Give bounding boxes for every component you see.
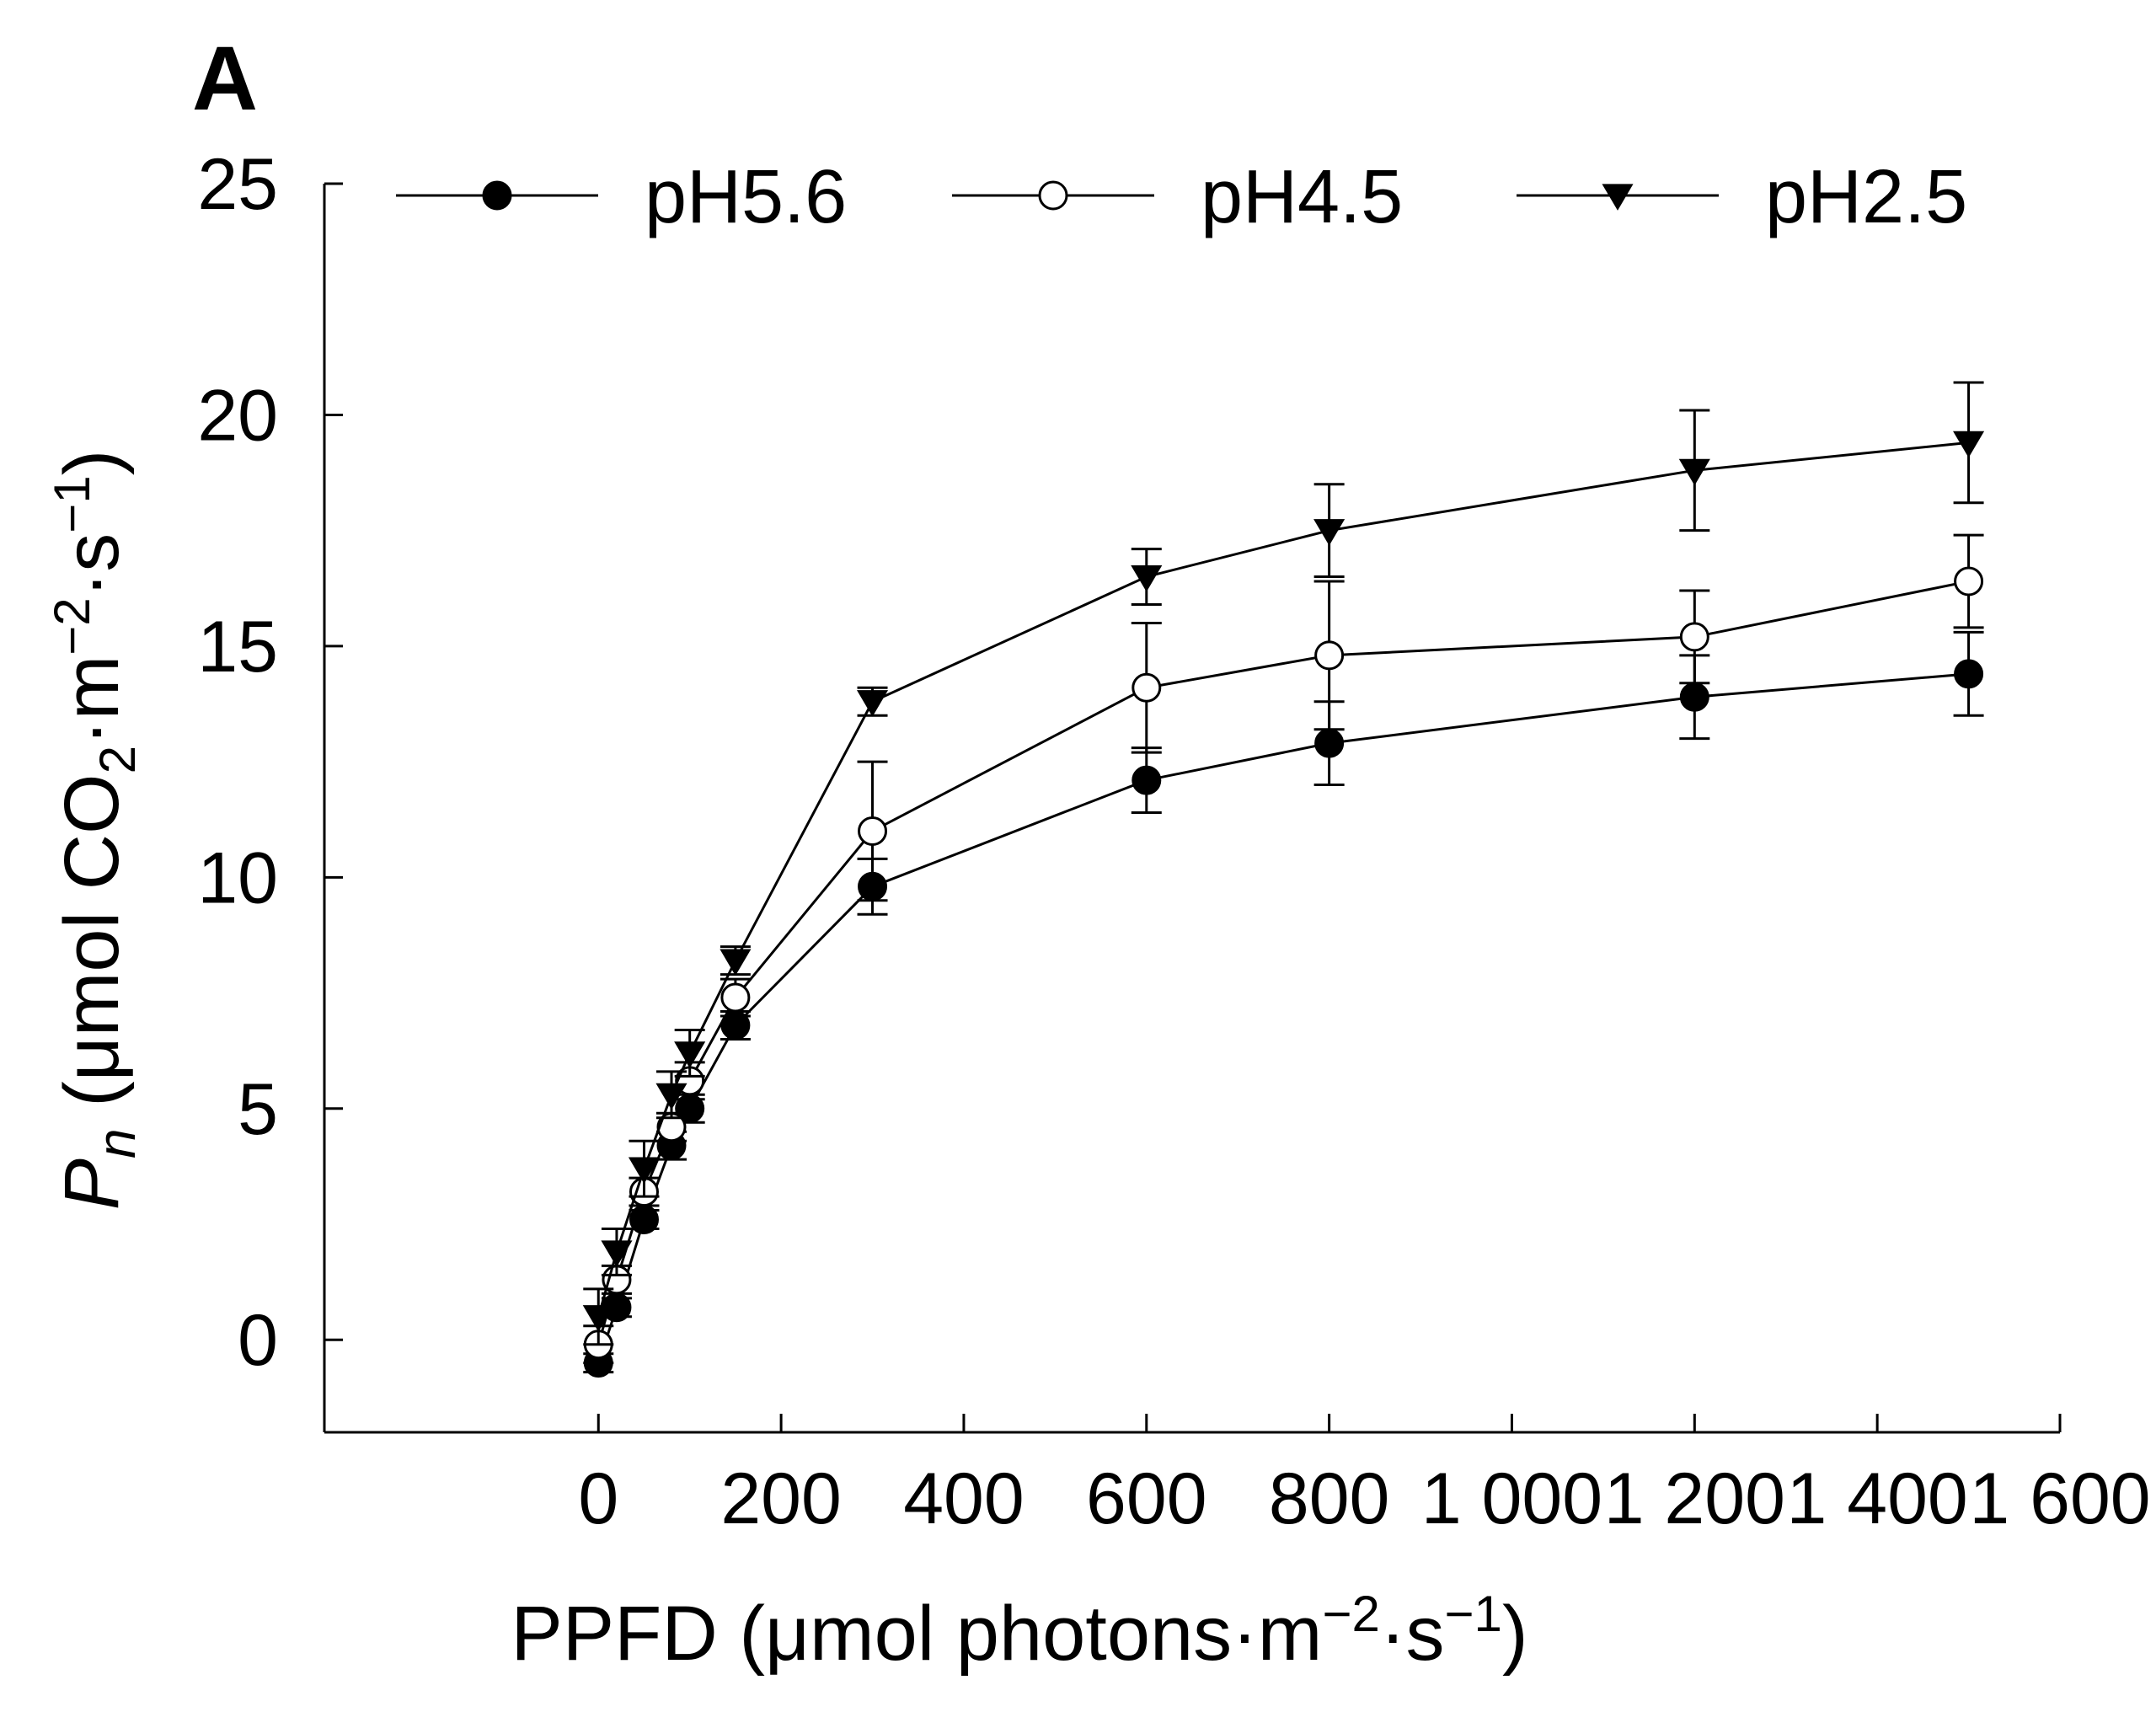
legend-marker xyxy=(1038,180,1068,211)
legend-marker xyxy=(482,180,512,211)
x-tick-label: 600 xyxy=(1086,1458,1207,1539)
series-pH5.6 xyxy=(583,630,1984,1378)
data-point xyxy=(628,1157,661,1185)
data-point xyxy=(720,982,751,1013)
data-point xyxy=(720,949,752,976)
x-tick-label: 800 xyxy=(1269,1458,1390,1539)
y-axis-label: Pn (μmol CO2·m−2·s−1) xyxy=(44,450,147,1211)
y-tick-label: 15 xyxy=(197,607,278,687)
legend-item-pH5.6: pH5.6 xyxy=(396,155,847,239)
series-pH4.5 xyxy=(583,533,1984,1365)
x-tick-label: 1 400 xyxy=(1787,1458,1968,1539)
data-point xyxy=(655,1083,687,1110)
x-axis-ticks: 0 200 400 600 800 1 000 1 200 1 400 1 600 xyxy=(578,1414,2151,1539)
data-point xyxy=(1131,672,1162,703)
series-line xyxy=(597,672,1969,1364)
panel-label: A xyxy=(192,27,258,129)
x-axis-label: PPFD (μmol photons·m−2·s−1) xyxy=(511,1586,1527,1677)
data-point xyxy=(1953,431,1985,458)
legend: pH5.6 pH4.5 pH2.5 xyxy=(396,155,1967,239)
data-point xyxy=(601,1240,633,1267)
series-line xyxy=(597,580,1969,1346)
x-tick-label: 1 000 xyxy=(1421,1458,1602,1539)
legend-label: pH2.5 xyxy=(1765,155,1967,239)
data-point xyxy=(856,690,889,717)
data-point xyxy=(582,1305,614,1332)
legend-marker xyxy=(1602,184,1634,211)
data-point xyxy=(1314,640,1345,671)
x-tick-label: 400 xyxy=(903,1458,1025,1539)
x-tick-label: 1 200 xyxy=(1604,1458,1785,1539)
data-point xyxy=(1954,659,1984,689)
series-layer xyxy=(582,381,1985,1378)
data-point xyxy=(1954,566,1984,597)
y-tick-label: 10 xyxy=(197,837,278,918)
data-point xyxy=(1679,622,1709,652)
legend-label: pH5.6 xyxy=(645,155,847,239)
data-point xyxy=(1313,519,1345,546)
data-point xyxy=(1314,728,1345,758)
legend-item-pH2.5: pH2.5 xyxy=(1517,155,1967,239)
data-point xyxy=(858,816,888,846)
series-pH2.5 xyxy=(582,381,1985,1346)
x-tick-label: 1 600 xyxy=(1969,1458,2150,1539)
data-point xyxy=(1131,564,1163,592)
x-tick-label: 200 xyxy=(720,1458,842,1539)
series-line xyxy=(597,441,1969,1318)
data-point xyxy=(1679,682,1709,712)
axes xyxy=(323,184,2060,1434)
data-point xyxy=(674,1041,706,1068)
y-tick-label: 20 xyxy=(197,375,278,456)
y-tick-label: 0 xyxy=(238,1300,278,1381)
legend-label: pH4.5 xyxy=(1201,155,1403,239)
y-axis-ticks: 0 5 10 15 20 25 xyxy=(197,144,343,1381)
y-tick-label: 25 xyxy=(197,144,278,225)
data-point xyxy=(1678,458,1710,486)
data-point xyxy=(1131,765,1162,795)
x-tick-label: 0 xyxy=(578,1458,618,1539)
y-tick-label: 5 xyxy=(238,1069,278,1150)
legend-item-pH4.5: pH4.5 xyxy=(952,155,1403,239)
